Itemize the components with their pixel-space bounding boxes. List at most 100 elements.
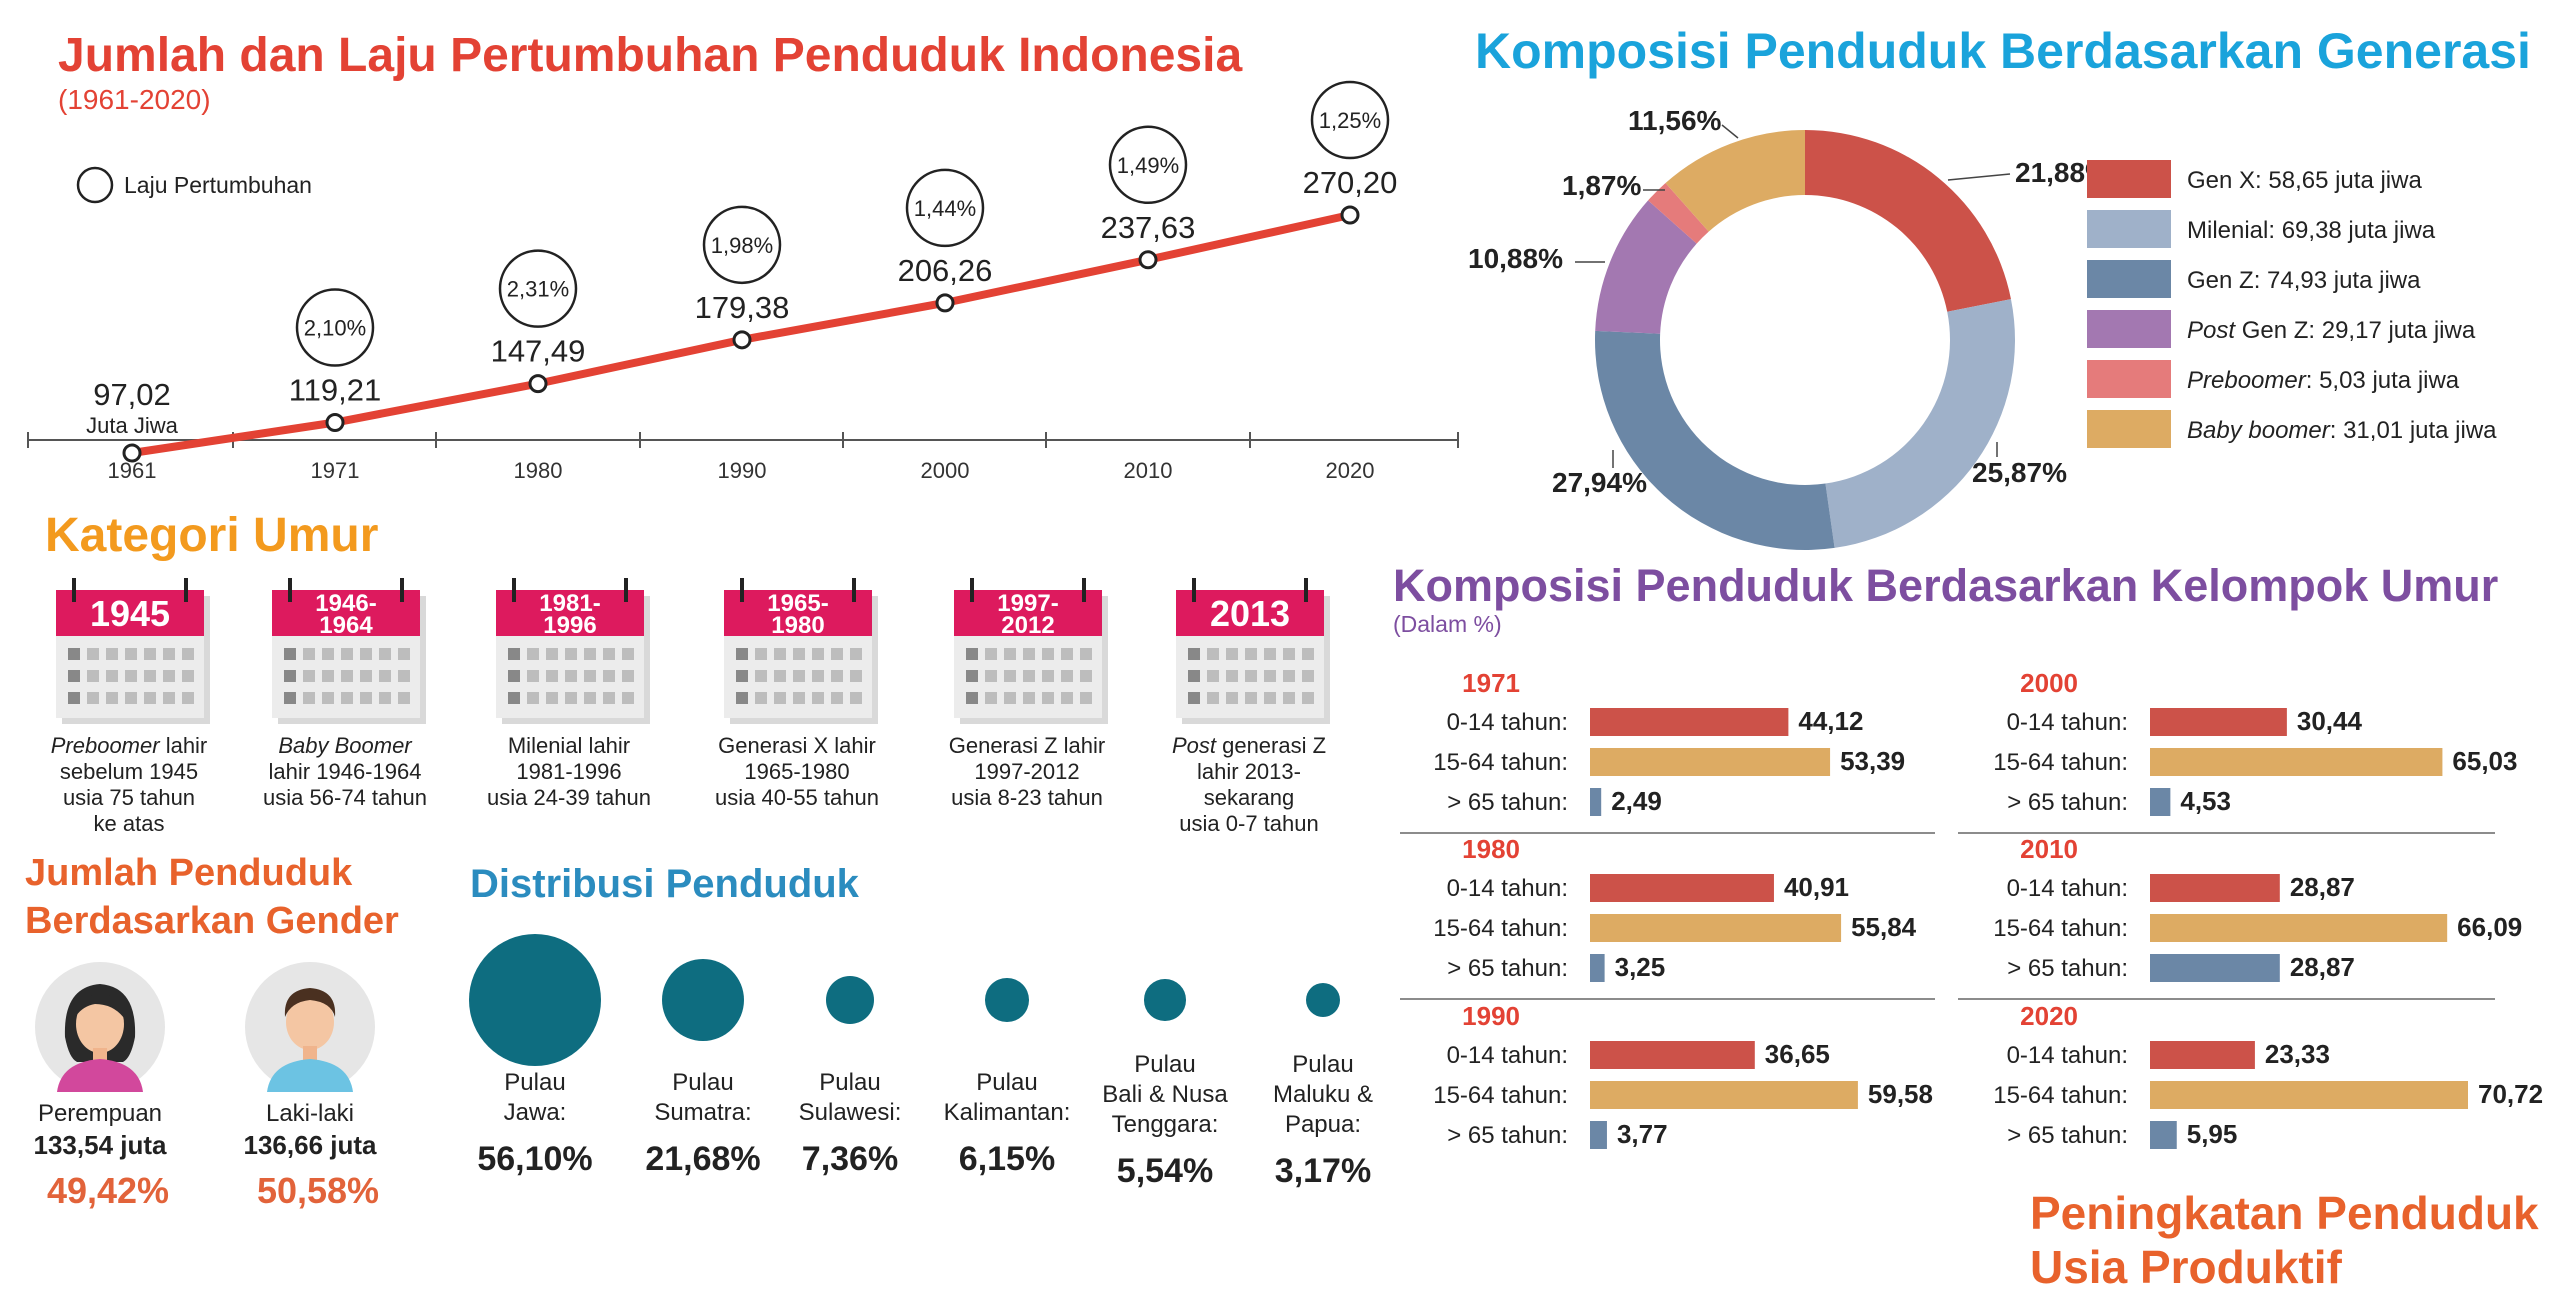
island-pct: 7,36% [801, 1140, 899, 1178]
unit-label: Juta Jiwa [86, 413, 178, 438]
calendar-cell [125, 648, 137, 660]
female-label: Perempuan [37, 1100, 163, 1127]
island-name-line: Kalimantan: [943, 1099, 1071, 1126]
calendar-cell [1207, 692, 1219, 704]
island-name-line: Maluku & [1272, 1081, 1374, 1108]
calendar-cell [622, 692, 634, 704]
donut-pct-label: 27,94% [1552, 467, 1647, 498]
calendar-cell [1061, 648, 1073, 660]
calendar-caption-line: Generasi Z lahir [948, 733, 1106, 758]
calendar-cell [1283, 670, 1295, 682]
legend-swatch [2087, 310, 2171, 348]
calendar-cell [106, 692, 118, 704]
calendar-cell [584, 692, 596, 704]
bar [2150, 748, 2443, 776]
calendar-caption-line: usia 24-39 tahun [487, 785, 651, 810]
calendar-cell [360, 692, 372, 704]
group-year: 1990 [1462, 1001, 1520, 1031]
growth-rate-circle [498, 249, 578, 328]
calendar-cell [125, 692, 137, 704]
legend-label: Laju Pertumbuhan [124, 172, 312, 198]
bar-value-label: 55,84 [1851, 912, 1917, 942]
calendar-cell [793, 692, 805, 704]
group-year: 1971 [1462, 668, 1520, 698]
footer-title-line2: Usia Produktif [2030, 1241, 2342, 1293]
calendar-cell [1023, 670, 1035, 682]
calendar-cell [144, 648, 156, 660]
calendar-cell [1080, 648, 1092, 660]
category-label: 0-14 tahun: [1447, 1042, 1568, 1069]
calendar-cell [985, 692, 997, 704]
kelompok-subtitle: (Dalam %) [1393, 611, 1502, 637]
island-name-line: Sumatra: [654, 1099, 752, 1126]
calendar-cell [831, 692, 843, 704]
island-pct: 5,54% [1116, 1152, 1214, 1190]
calendar-cell [379, 648, 391, 660]
donut-slice [1665, 130, 1805, 232]
calendar-cell [1207, 648, 1219, 660]
calendar-cell [508, 692, 520, 704]
calendar-caption-line: lahir 2013- [1197, 759, 1301, 784]
growth-rate-circle [1310, 80, 1390, 160]
calendar-cell [284, 692, 296, 704]
category-label: 15-64 tahun: [1433, 749, 1568, 776]
bar [2150, 1121, 2177, 1149]
calendar-cell [341, 670, 353, 682]
island-name-line: Pulau [976, 1069, 1038, 1096]
distribution-circle [826, 976, 874, 1024]
x-tick-label: 1990 [718, 458, 767, 483]
calendar-cell [755, 692, 767, 704]
calendar-caption-line: usia 40-55 tahun [715, 785, 879, 810]
distribution-circle [661, 958, 745, 1042]
male-label: Laki-laki [265, 1100, 355, 1127]
bar-value-label: 23,33 [2265, 1039, 2330, 1069]
calendar-cell [755, 648, 767, 660]
distribusi-title: Distribusi Penduduk [470, 862, 859, 906]
calendar-cell [565, 648, 577, 660]
calendar-cell [1004, 692, 1016, 704]
island-name-line: Tenggara: [1111, 1111, 1219, 1138]
distribution-circle [1144, 979, 1186, 1021]
calendar-cell [774, 670, 786, 682]
calendar-cell [1226, 692, 1238, 704]
category-label: 15-64 tahun: [1433, 1082, 1568, 1109]
calendar-icon: 1997-2012 [954, 578, 1108, 724]
bar [2150, 708, 2287, 736]
bar [1590, 874, 1774, 902]
calendar-item: 2013 [1172, 578, 1332, 733]
data-point [122, 443, 142, 463]
calendar-cell [736, 648, 748, 660]
category-label: 0-14 tahun: [2007, 1042, 2128, 1069]
calendar-cell [1283, 692, 1295, 704]
calendar-cell [1042, 670, 1054, 682]
calendar-cell [1023, 648, 1035, 660]
gender-title-line2: Berdasarkan Gender [25, 900, 399, 942]
calendar-cell [603, 692, 615, 704]
calendar-caption: Baby Boomer lahir 1946-1964 usia 56-74 tah… [250, 733, 440, 811]
bar-value-label: 44,12 [1798, 706, 1863, 736]
calendar-cell [144, 670, 156, 682]
calendar-cell [850, 670, 862, 682]
calendar-year: 1996 [543, 612, 596, 639]
bar-value-label: 4,53 [2180, 786, 2231, 816]
calendar-cell [1080, 670, 1092, 682]
calendar-cell [850, 692, 862, 704]
legend-swatch [2087, 260, 2171, 298]
island-name-line: Pulau [504, 1069, 566, 1096]
distribution-circle [469, 934, 601, 1066]
calendar-caption: Preboomer lahir sebelum 1945 usia 75 tahun… [34, 733, 224, 837]
calendar-cell [812, 670, 824, 682]
calendar-caption-line: Generasi X lahir [718, 733, 876, 758]
calendar-cell [68, 648, 80, 660]
growth-rate-label: 2,31% [507, 277, 569, 302]
bar [2150, 1041, 2255, 1069]
island-name-line: Sulawesi: [798, 1099, 902, 1126]
calendar-header [272, 590, 420, 636]
calendar-cell [360, 670, 372, 682]
calendar-cell [527, 648, 539, 660]
calendar-cell [1042, 692, 1054, 704]
bar-value-label: 65,03 [2452, 746, 2517, 776]
calendar-year: 1964 [319, 612, 373, 639]
calendar-cell [774, 648, 786, 660]
calendar-cell [966, 670, 978, 682]
